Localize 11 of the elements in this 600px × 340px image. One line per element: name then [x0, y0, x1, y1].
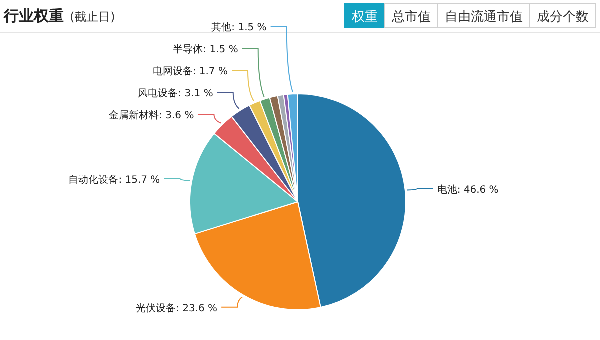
slice-label: 其他: 1.5 %: [212, 22, 267, 34]
chart-title: 行业权重: [3, 7, 64, 25]
slice-label: 金属新材料: 3.6 %: [109, 110, 194, 122]
slice-label: 风电设备: 3.1 %: [138, 88, 214, 100]
tabs: 权重 总市值 自由流通市值 成分个数: [344, 4, 596, 28]
slice-label: 电网设备: 1.7 %: [152, 66, 228, 78]
slice-label: 光伏设备: 23.6 %: [136, 302, 218, 314]
slice-label: 电池: 46.6 %: [437, 184, 499, 196]
slice-label: 自动化设备: 15.7 %: [68, 174, 160, 186]
chart-subtitle: (截止日): [70, 10, 116, 24]
slice-label: 半导体: 1.5 %: [173, 44, 238, 56]
